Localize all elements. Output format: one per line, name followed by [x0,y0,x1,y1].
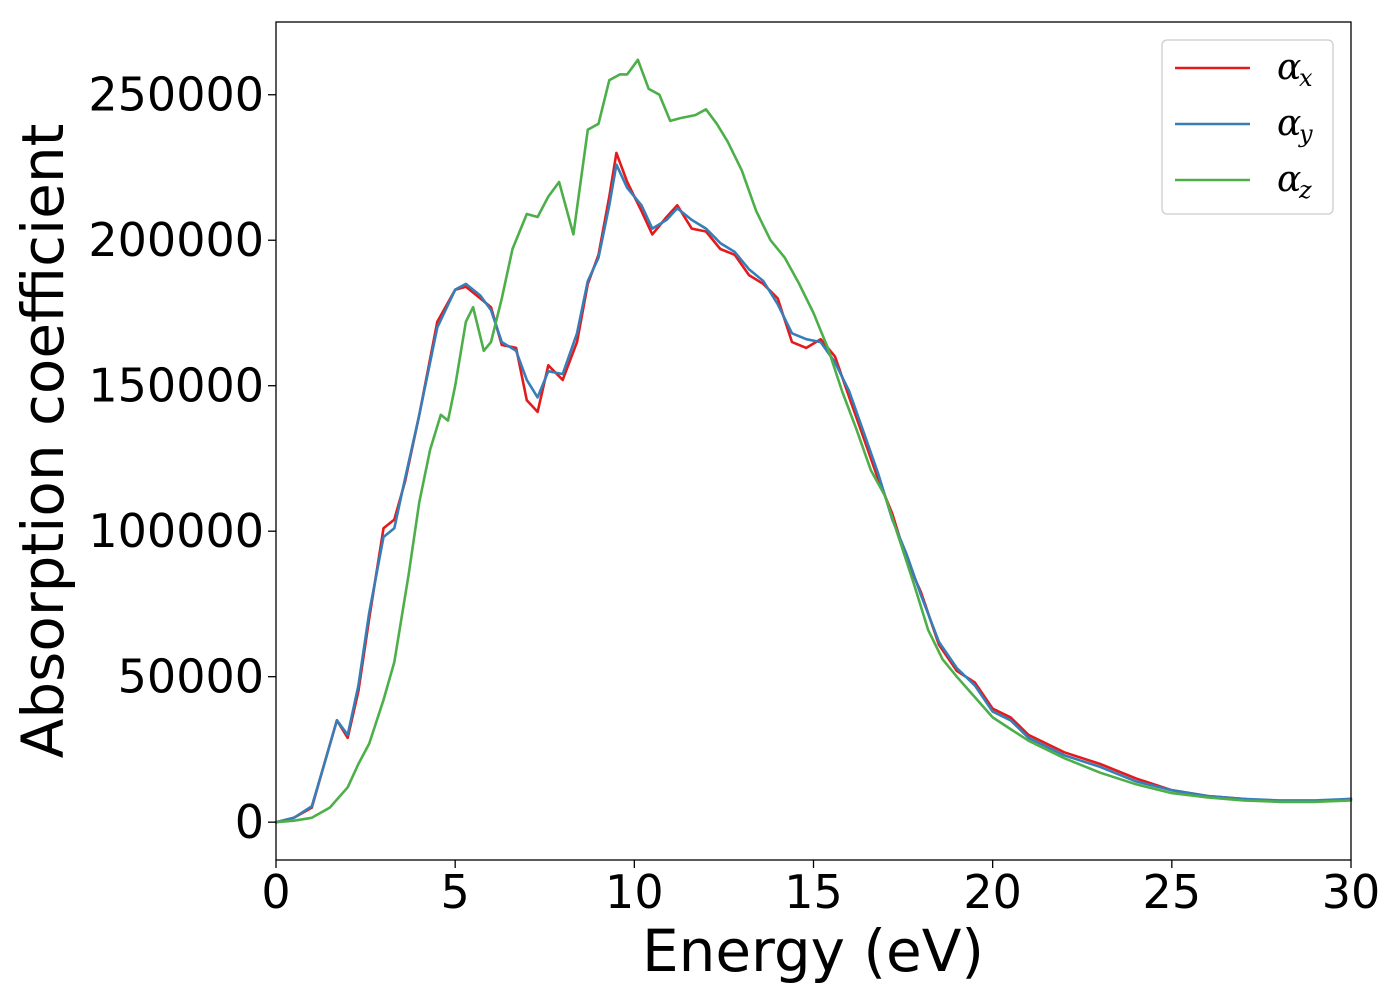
x-tick-label: 15 [784,865,843,919]
plot-lines [274,58,1353,824]
x-axis: 0 5 10 15 20 25 30 [261,860,1380,919]
legend-label-sub-z: z [1298,176,1312,204]
legend-label-y: α [1277,103,1301,144]
x-tick-label: 20 [963,865,1022,919]
x-axis-title: Energy (eV) [642,917,984,985]
y-tick-label: 250000 [88,68,264,122]
legend-label-x: α [1277,47,1301,88]
x-tick-label: 5 [441,865,470,919]
x-tick-label: 25 [1143,865,1202,919]
x-tick-label: 0 [261,865,290,919]
y-tick-label: 100000 [88,504,264,558]
series-line-x [274,151,1353,824]
x-tick-label: 30 [1322,865,1381,919]
y-axis: 0 50000 100000 150000 200000 250000 [88,68,276,849]
legend-label-sub-y: y [1298,120,1313,148]
series-line-y [274,163,1353,824]
legend-box [1161,39,1334,215]
legend-label-sub-x: x [1299,64,1313,92]
y-axis-title: Absorption coefficient [9,124,77,759]
x-tick-label: 10 [605,865,664,919]
y-tick-label: 150000 [88,359,264,413]
y-tick-label: 50000 [118,650,264,704]
y-tick-label: 0 [235,795,264,849]
series-line-z [274,58,1353,824]
legend-label-z: α [1277,159,1301,200]
y-tick-label: 200000 [88,213,264,267]
